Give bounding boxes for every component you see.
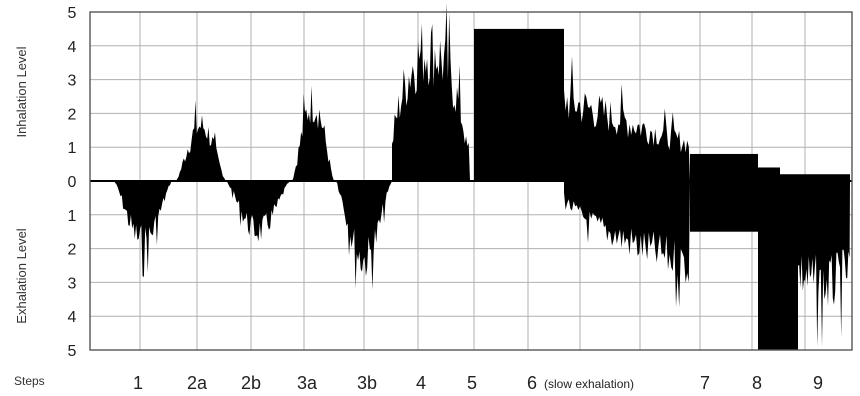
trace-step-1 — [114, 181, 172, 277]
plot-frame — [89, 11, 853, 351]
step-label-2b: 2b — [241, 373, 261, 393]
exhalation-tick-2: 2 — [68, 242, 77, 259]
breath-traces — [90, 3, 852, 350]
inhalation-tick-3: 3 — [68, 73, 77, 90]
inhalation-tick-4: 4 — [68, 39, 77, 56]
exhalation-tick-3: 3 — [68, 275, 77, 292]
trace-step-3b — [336, 181, 392, 290]
step-label-9: 9 — [813, 373, 823, 393]
exhalation-tick-1: 1 — [68, 208, 77, 225]
step-label-4: 4 — [416, 373, 426, 393]
trace-step-4 — [392, 3, 470, 181]
step-labels: 1 2a 2b 3a 3b 4 5 6 (slow exhalation) 7 8 9 — [133, 373, 823, 393]
inhalation-tick-5: 5 — [68, 5, 77, 22]
trace-step-9 — [798, 181, 850, 347]
exhalation-ticks: 1 2 3 4 5 — [68, 208, 77, 360]
step-label-2a: 2a — [187, 373, 208, 393]
trace-step-7-exh — [690, 181, 758, 232]
step-label-7: 7 — [700, 373, 710, 393]
trace-step-8-top — [780, 174, 850, 181]
trace-step-7-tail — [758, 167, 780, 181]
inhalation-tick-0: 0 — [68, 174, 77, 191]
steps-axis-label: Steps — [14, 374, 45, 388]
step-label-3b: 3b — [357, 373, 377, 393]
step-label-3a: 3a — [297, 373, 318, 393]
trace-step-6-exh — [564, 181, 690, 307]
inhalation-tick-1: 1 — [68, 140, 77, 157]
inhalation-axis-label: Inhalation Level — [14, 46, 29, 137]
trace-step-2a — [176, 100, 226, 181]
exhalation-tick-5: 5 — [68, 343, 77, 360]
inhalation-tick-2: 2 — [68, 106, 77, 123]
step-label-1: 1 — [133, 373, 143, 393]
plot-border — [89, 11, 853, 351]
exhalation-axis-label: Exhalation Level — [14, 228, 29, 324]
step-note-6: (slow exhalation) — [544, 377, 634, 391]
trace-step-5 — [474, 28, 564, 182]
step-label-8: 8 — [752, 373, 762, 393]
step-label-6: 6 — [527, 373, 537, 393]
trace-step-2b — [226, 181, 290, 242]
trace-step-7-inh — [690, 153, 758, 181]
exhalation-tick-4: 4 — [68, 309, 77, 326]
trace-step-3a — [292, 85, 334, 181]
step-label-5: 5 — [467, 373, 477, 393]
trace-step-6-inh — [564, 56, 690, 181]
trace-step-8 — [758, 181, 798, 350]
inhalation-ticks: 5 4 3 2 1 0 — [68, 5, 77, 191]
